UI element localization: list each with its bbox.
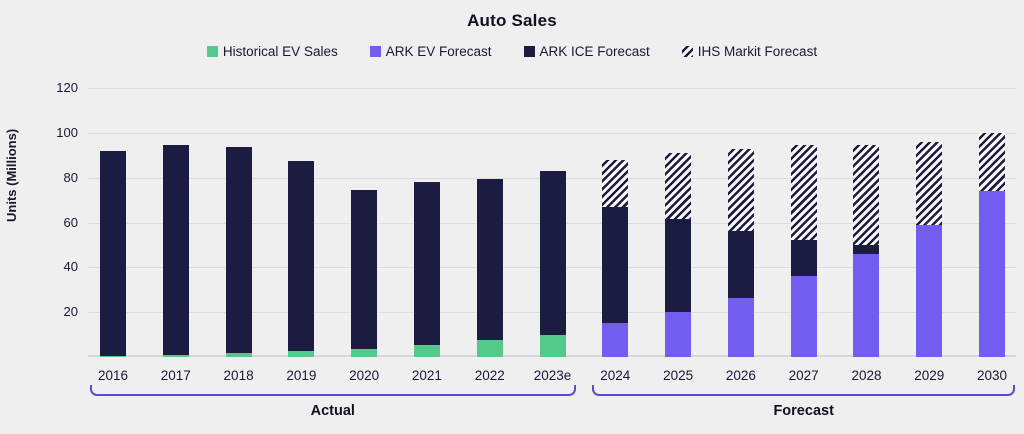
bar-segment-ark-ice-forecast-2023e (539, 170, 566, 335)
y-tick-label-80: 80 (63, 169, 78, 185)
y-tick-label-100: 100 (56, 124, 78, 140)
bar-segment-ihs-markit-forecast-2030 (979, 132, 1006, 192)
bar-segment-ark-ev-forecast-2026 (727, 297, 754, 357)
bar-segment-ark-ev-forecast-2030 (979, 191, 1006, 357)
bar-segment-historical-ev-sales-2020 (351, 349, 378, 357)
group-label-forecast: Forecast (773, 403, 834, 419)
y-tick-label-120: 120 (56, 80, 78, 95)
bar-segment-ark-ice-forecast-2025 (665, 219, 692, 313)
bar-segment-ark-ice-forecast-2027 (790, 240, 817, 277)
x-tick-label-2020: 2020 (349, 368, 380, 383)
x-tick-label-2016: 2016 (97, 368, 129, 383)
x-tick-label-2017: 2017 (160, 368, 191, 383)
chart-title: Auto Sales (467, 11, 557, 30)
x-tick-label-2027: 2027 (788, 368, 819, 383)
legend-label: ARK EV Forecast (385, 44, 492, 59)
legend-item-ark-ice-forecast: ARK ICE Forecast (523, 44, 650, 59)
bar-segment-historical-ev-sales-2016 (100, 355, 126, 357)
legend-label: ARK ICE Forecast (539, 44, 650, 59)
bar-segment-ark-ev-forecast-2029 (916, 224, 943, 357)
gridline-100 (88, 132, 1016, 134)
x-tick-label-2029: 2029 (914, 368, 945, 383)
bar-segment-ihs-markit-forecast-2025 (665, 153, 692, 220)
group-label-actual: Actual (310, 403, 355, 419)
bar-segment-ark-ice-forecast-2020 (351, 189, 378, 350)
y-tick-label-60: 60 (63, 214, 78, 230)
bar-segment-ihs-markit-forecast-2029 (916, 141, 943, 225)
bar-segment-historical-ev-sales-2019 (288, 351, 315, 357)
x-tick-label-2022: 2022 (474, 368, 505, 383)
x-tick-label-2026: 2026 (725, 368, 756, 383)
y-tick-label-20: 20 (63, 304, 78, 320)
x-tick-label-2023e: 2023e (533, 368, 572, 383)
gridline-120 (88, 88, 1016, 89)
legend-swatch-historical-ev-sales (206, 46, 218, 57)
bar-segment-ihs-markit-forecast-2024 (602, 159, 629, 207)
bar-segment-ark-ice-forecast-2018 (225, 147, 252, 353)
bar-segment-ark-ev-forecast-2024 (602, 323, 629, 357)
legend-swatch-ark-ice-forecast (523, 46, 535, 57)
group-bracket-actual (90, 385, 576, 396)
x-tick-label-2028: 2028 (851, 368, 882, 383)
bar-segment-ark-ice-forecast-2019 (288, 160, 315, 352)
bar-segment-ark-ice-forecast-2026 (727, 231, 754, 298)
legend: Historical EV Sales ARK EV Forecast ARK … (0, 44, 1024, 59)
bar-segment-ihs-markit-forecast-2026 (727, 148, 754, 232)
x-tick-label-2030: 2030 (977, 368, 1008, 383)
plot-area: 20 40 60 80 100 120 2016 2017 2018 2019 2020 2021 20… (56, 80, 1016, 419)
legend-swatch-ark-ev-forecast (369, 46, 381, 57)
legend-item-ark-ev-forecast: ARK EV Forecast (369, 44, 492, 59)
bar-segment-ihs-markit-forecast-2027 (790, 145, 817, 241)
bar-segment-historical-ev-sales-2021 (413, 344, 440, 357)
x-tick-label-2024: 2024 (600, 368, 631, 383)
bar-segment-ark-ice-forecast-2022 (476, 178, 503, 341)
bar-segment-ark-ev-forecast-2028 (853, 253, 880, 357)
bar-segment-historical-ev-sales-2018 (225, 352, 252, 357)
x-tick-label-2025: 2025 (663, 368, 694, 383)
bar-segment-ihs-markit-forecast-2028 (853, 145, 880, 245)
x-tick-label-2019: 2019 (286, 368, 317, 383)
bar-segment-historical-ev-sales-2023e (539, 334, 566, 357)
legend-item-ihs-markit-forecast: IHS Markit Forecast (681, 44, 818, 59)
bar-segment-ark-ice-forecast-2021 (413, 182, 440, 345)
legend-swatch-ihs-markit-forecast (681, 46, 693, 57)
bar-segment-ark-ice-forecast-2017 (162, 145, 189, 355)
x-tick-label-2021: 2021 (411, 368, 442, 383)
bar-segment-ark-ice-forecast-2016 (100, 150, 126, 356)
bar-segment-ark-ev-forecast-2025 (665, 312, 692, 357)
group-bracket-forecast (592, 385, 1016, 396)
bar-segment-historical-ev-sales-2017 (162, 354, 189, 357)
y-tick-label-40: 40 (63, 259, 78, 275)
bar-segment-ark-ice-forecast-2024 (602, 206, 629, 324)
legend-label: Historical EV Sales (222, 44, 338, 59)
bar-segment-historical-ev-sales-2022 (476, 340, 503, 357)
x-tick-label-2018: 2018 (223, 368, 254, 383)
legend-item-historical-ev-sales: Historical EV Sales (206, 44, 338, 59)
bar-segment-ark-ev-forecast-2027 (790, 276, 817, 357)
bar-segment-ark-ice-forecast-2028 (853, 244, 880, 254)
legend-label: IHS Markit Forecast (697, 44, 818, 59)
